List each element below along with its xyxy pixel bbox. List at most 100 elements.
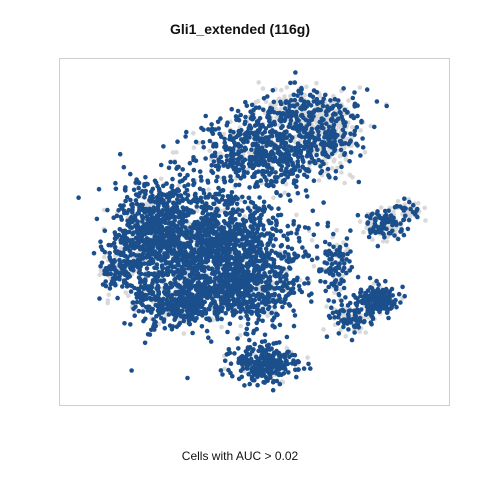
cell-point-above-threshold xyxy=(256,118,261,124)
cell-point-above-threshold xyxy=(331,244,336,250)
cell-point-above-threshold xyxy=(263,374,269,380)
cell-point-above-threshold xyxy=(311,178,317,183)
cell-point-below-threshold xyxy=(358,128,363,133)
cell-point-above-threshold xyxy=(334,118,339,124)
cell-point-above-threshold xyxy=(260,147,265,153)
cell-point-above-threshold xyxy=(342,151,348,156)
cell-point-above-threshold xyxy=(118,203,123,208)
cell-point-above-threshold xyxy=(336,263,341,269)
cell-point-above-threshold xyxy=(254,230,260,235)
cell-point-above-threshold xyxy=(124,194,130,200)
cell-point-above-threshold xyxy=(401,232,407,238)
cell-point-above-threshold xyxy=(248,116,254,121)
cell-point-above-threshold xyxy=(261,199,267,205)
cell-point-above-threshold xyxy=(175,197,180,202)
cell-point-above-threshold xyxy=(358,153,363,158)
cell-point-below-threshold xyxy=(311,264,317,269)
cell-point-above-threshold xyxy=(221,175,227,181)
cell-point-above-threshold xyxy=(242,121,247,127)
cell-point-above-threshold xyxy=(284,358,289,364)
cell-point-above-threshold xyxy=(300,245,305,250)
cell-point-above-threshold xyxy=(290,286,296,291)
cell-point-above-threshold xyxy=(271,243,276,248)
cell-point-above-threshold xyxy=(167,214,173,220)
cell-point-above-threshold xyxy=(324,121,329,126)
cell-point-above-threshold xyxy=(333,252,338,257)
cell-point-above-threshold xyxy=(292,80,298,85)
cell-point-above-threshold xyxy=(122,321,127,326)
cell-point-above-threshold xyxy=(178,226,183,232)
cell-point-above-threshold xyxy=(134,240,140,245)
cell-point-above-threshold xyxy=(337,244,343,250)
cell-point-above-threshold xyxy=(333,143,339,148)
cell-point-above-threshold xyxy=(215,119,221,125)
cell-point-below-threshold xyxy=(423,218,428,223)
cell-point-above-threshold xyxy=(136,185,141,191)
cell-point-above-threshold xyxy=(327,242,332,247)
cell-point-above-threshold xyxy=(252,341,257,347)
cell-point-above-threshold xyxy=(339,141,344,147)
cell-point-above-threshold xyxy=(242,383,247,388)
cell-point-above-threshold xyxy=(143,316,148,322)
cell-point-above-threshold xyxy=(142,195,147,200)
cell-point-above-threshold xyxy=(260,223,266,228)
cell-point-above-threshold xyxy=(314,90,320,95)
cell-point-above-threshold xyxy=(223,161,228,167)
cell-point-above-threshold xyxy=(286,100,291,105)
cell-point-above-threshold xyxy=(253,253,259,259)
cell-point-above-threshold xyxy=(227,350,233,356)
cell-point-above-threshold xyxy=(97,296,102,301)
cell-point-above-threshold xyxy=(328,117,334,122)
cell-point-above-threshold xyxy=(170,239,175,244)
cell-point-above-threshold xyxy=(197,248,203,253)
cell-point-above-threshold xyxy=(382,208,388,214)
cell-point-above-threshold xyxy=(261,227,266,232)
cell-point-above-threshold xyxy=(172,159,178,165)
cell-point-above-threshold xyxy=(300,165,305,170)
cell-point-above-threshold xyxy=(406,217,412,223)
cell-point-above-threshold xyxy=(136,228,142,233)
cell-point-above-threshold xyxy=(272,121,277,127)
cell-point-above-threshold xyxy=(278,167,284,173)
cell-point-above-threshold xyxy=(330,125,336,130)
cell-point-below-threshold xyxy=(256,80,261,85)
cell-point-above-threshold xyxy=(245,139,250,144)
cell-point-above-threshold xyxy=(282,146,288,151)
cell-point-below-threshold xyxy=(370,237,375,242)
cell-point-above-threshold xyxy=(199,222,205,227)
cell-point-above-threshold xyxy=(293,367,298,373)
cell-point-above-threshold xyxy=(265,114,270,120)
cell-point-above-threshold xyxy=(321,125,326,131)
cell-point-above-threshold xyxy=(234,134,239,140)
cell-point-above-threshold xyxy=(169,327,175,332)
cell-point-above-threshold xyxy=(255,382,260,388)
cell-point-above-threshold xyxy=(161,144,166,149)
cell-point-above-threshold xyxy=(257,219,263,225)
cell-point-above-threshold xyxy=(111,266,117,272)
cell-point-above-threshold xyxy=(134,201,140,207)
cell-point-above-threshold xyxy=(372,124,377,130)
cell-point-above-threshold xyxy=(279,372,284,378)
cell-point-above-threshold xyxy=(302,172,307,178)
cell-point-above-threshold xyxy=(270,361,276,367)
cell-point-above-threshold xyxy=(352,104,358,109)
cell-point-above-threshold xyxy=(276,159,282,164)
cell-point-above-threshold xyxy=(140,256,146,261)
cell-point-above-threshold xyxy=(177,179,183,184)
cell-point-above-threshold xyxy=(324,334,330,340)
cell-point-above-threshold xyxy=(226,367,231,373)
cell-point-above-threshold xyxy=(245,170,250,175)
cell-point-above-threshold xyxy=(134,295,140,300)
cell-point-above-threshold xyxy=(139,290,144,296)
cell-point-above-threshold xyxy=(238,176,244,181)
cell-point-above-threshold xyxy=(305,253,311,259)
cell-point-above-threshold xyxy=(318,278,323,284)
cell-point-below-threshold xyxy=(361,230,366,235)
cell-point-above-threshold xyxy=(107,254,112,260)
cell-point-below-threshold xyxy=(416,200,421,206)
cell-point-above-threshold xyxy=(256,149,262,155)
cell-point-below-threshold xyxy=(338,160,343,166)
cell-point-above-threshold xyxy=(270,215,276,221)
cell-point-above-threshold xyxy=(265,162,271,168)
cell-point-above-threshold xyxy=(321,200,326,205)
